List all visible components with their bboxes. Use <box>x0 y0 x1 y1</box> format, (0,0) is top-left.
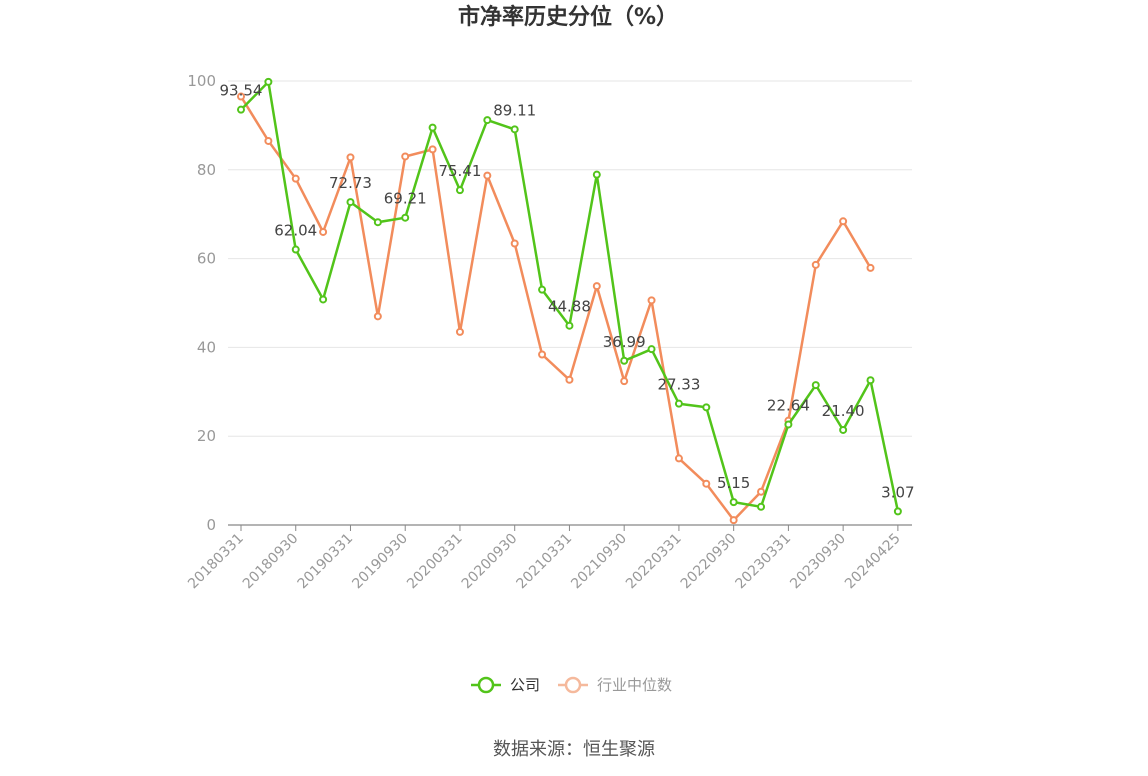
data-point <box>237 105 245 114</box>
data-point <box>538 285 547 294</box>
y-tick-label: 0 <box>206 516 216 534</box>
chart-title: 市净率历史分位（%） <box>458 4 678 30</box>
data-point <box>620 377 629 386</box>
data-label: 36.99 <box>603 333 646 351</box>
legend-item-0[interactable]: 公司 <box>471 676 540 694</box>
data-label: 44.88 <box>548 298 591 316</box>
x-tick-label: 20200331 <box>404 531 466 593</box>
legend-marker <box>564 676 582 694</box>
legend-label: 行业中位数 <box>597 676 672 694</box>
data-point <box>839 217 848 226</box>
data-label: 27.33 <box>657 376 700 394</box>
data-point <box>483 171 492 180</box>
data-point <box>237 92 245 101</box>
series-line <box>239 95 872 522</box>
x-tick-label: 20220930 <box>678 531 740 593</box>
legend-label: 公司 <box>510 676 540 694</box>
data-point <box>647 296 656 305</box>
data-point <box>757 487 766 496</box>
data-label: 69.21 <box>384 190 427 208</box>
x-tick-label: 20210930 <box>568 531 630 593</box>
legend-marker <box>477 676 495 694</box>
data-source: 数据来源：恒生聚源 <box>493 739 655 760</box>
data-point <box>455 186 464 195</box>
data-point <box>319 295 328 304</box>
x-tick-label: 20240425 <box>842 531 904 593</box>
data-point <box>811 381 820 390</box>
data-point <box>757 502 766 511</box>
data-point <box>428 145 437 154</box>
grid-lines <box>228 80 912 437</box>
data-point <box>729 498 738 507</box>
data-point <box>592 170 601 179</box>
data-point <box>702 479 711 488</box>
data-point <box>839 425 848 434</box>
data-point <box>866 376 875 385</box>
data-label: 62.04 <box>274 222 317 240</box>
data-point <box>702 403 711 412</box>
data-point <box>784 420 793 429</box>
data-point <box>592 282 601 291</box>
data-point <box>346 198 355 207</box>
data-point <box>264 77 273 86</box>
data-point <box>647 345 656 354</box>
data-point <box>291 174 300 183</box>
data-point <box>729 516 738 525</box>
data-point <box>811 260 820 269</box>
legend: 公司 行业中位数 <box>471 676 672 694</box>
data-point <box>510 239 519 248</box>
y-axis: 0 20 40 60 80 100 <box>187 72 216 534</box>
data-label: 22.64 <box>767 396 810 414</box>
data-point <box>264 136 273 145</box>
data-point <box>510 125 519 134</box>
x-tick-label: 20190930 <box>349 531 411 593</box>
x-tick-label: 20210331 <box>514 531 576 593</box>
data-point <box>620 356 629 365</box>
x-axis: 2018033120180930201903312019093020200331… <box>185 524 912 593</box>
data-label: 93.54 <box>220 82 263 100</box>
data-point <box>319 227 328 236</box>
y-tick-label: 20 <box>197 427 216 445</box>
series-0 <box>237 77 902 516</box>
series-line <box>240 80 900 512</box>
y-tick-label: 100 <box>187 72 216 90</box>
series-1 <box>237 92 875 525</box>
y-tick-label: 60 <box>197 250 216 268</box>
x-tick-label: 20230331 <box>733 531 795 593</box>
data-point <box>428 123 437 132</box>
data-label: 3.07 <box>881 483 914 501</box>
x-tick-label: 20220331 <box>623 531 685 593</box>
data-labels: 93.54 62.04 72.73 69.21 75.41 89.11 44.88 36.99… <box>220 82 915 502</box>
data-point <box>565 375 574 384</box>
data-point <box>373 312 382 321</box>
x-tick-label: 20180930 <box>240 531 302 593</box>
legend-item-1[interactable]: 行业中位数 <box>558 676 672 694</box>
y-tick-label: 80 <box>197 161 216 179</box>
data-label: 21.40 <box>822 402 865 420</box>
data-point <box>401 152 410 161</box>
data-label: 89.11 <box>493 101 536 119</box>
data-point <box>538 350 547 359</box>
series-layer <box>237 77 902 525</box>
y-tick-label: 40 <box>197 338 216 356</box>
data-point <box>866 263 875 272</box>
data-point <box>455 327 464 336</box>
data-point <box>401 213 410 222</box>
data-label: 75.41 <box>438 162 481 180</box>
x-tick-label: 20200930 <box>459 531 521 593</box>
data-point <box>674 399 683 408</box>
data-point <box>483 116 492 125</box>
data-point <box>674 454 683 463</box>
data-point <box>346 153 355 162</box>
data-point <box>565 321 574 330</box>
x-tick-label: 20230930 <box>787 531 849 593</box>
x-tick-label: 20180331 <box>185 531 247 593</box>
data-point <box>373 218 382 227</box>
x-tick-label: 20190331 <box>295 531 357 593</box>
data-label: 5.15 <box>717 474 750 492</box>
data-point <box>291 245 300 254</box>
data-point <box>893 507 902 516</box>
data-label: 72.73 <box>329 174 372 192</box>
